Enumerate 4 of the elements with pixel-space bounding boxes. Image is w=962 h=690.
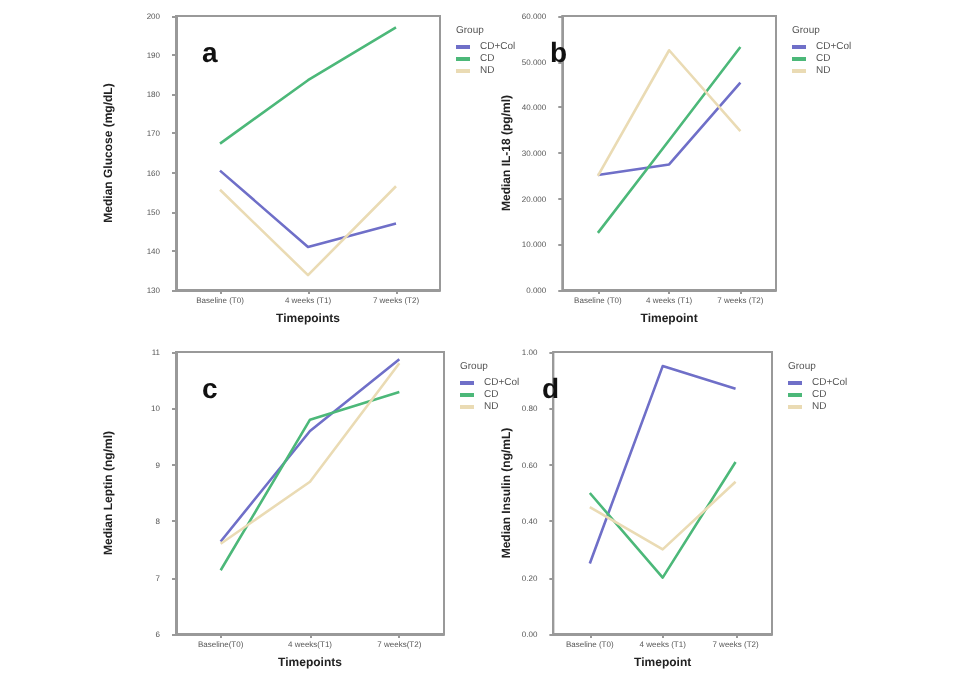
- text: c: [202, 372, 218, 404]
- text: a: [202, 36, 218, 68]
- text: d: [542, 372, 560, 404]
- text: b: [550, 36, 568, 68]
